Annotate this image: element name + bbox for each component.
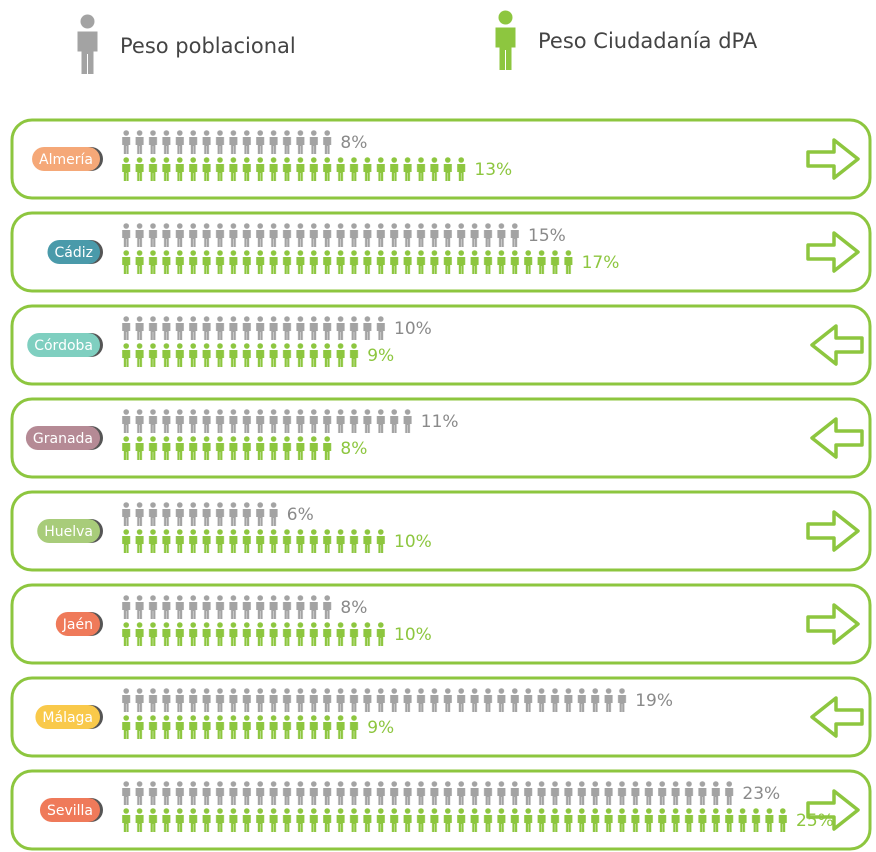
value-label: 9% xyxy=(367,718,394,738)
row-frame xyxy=(10,490,872,572)
value-label: 8% xyxy=(340,133,367,153)
category-pill: Almería xyxy=(32,147,103,171)
value-label: 13% xyxy=(474,160,512,180)
value-label: 8% xyxy=(340,598,367,618)
legend-icon xyxy=(495,10,516,70)
value-label: 19% xyxy=(635,691,673,711)
value-label: 15% xyxy=(528,226,566,246)
direction-arrow xyxy=(806,231,860,273)
category-pill: Granada xyxy=(25,426,103,450)
category-label: Málaga xyxy=(42,710,93,726)
value-label: 9% xyxy=(367,346,394,366)
category-label: Almería xyxy=(39,152,93,168)
category-pill: Córdoba xyxy=(27,333,103,357)
direction-arrow xyxy=(806,510,860,552)
row-frame xyxy=(10,769,872,851)
value-label: 8% xyxy=(340,439,367,459)
value-label: 11% xyxy=(421,412,459,432)
icon-bar xyxy=(120,408,415,434)
category-pill: Cádiz xyxy=(47,240,103,264)
value-label: 17% xyxy=(582,253,620,273)
category-label: Sevilla xyxy=(47,803,93,819)
direction-arrow xyxy=(810,696,864,738)
value-label: 25% xyxy=(796,811,834,831)
row-frame xyxy=(10,676,872,758)
icon-bar xyxy=(120,222,522,248)
row-frame xyxy=(10,211,872,293)
icon-bar xyxy=(120,621,388,647)
icon-bar xyxy=(120,780,737,806)
row-frame xyxy=(10,583,872,665)
category-label: Cádiz xyxy=(55,245,93,261)
category-label: Córdoba xyxy=(34,338,93,354)
icon-bar xyxy=(120,156,469,182)
icon-bar xyxy=(120,594,335,620)
row-frame xyxy=(10,118,872,200)
icon-bar xyxy=(120,501,281,527)
icon-bar xyxy=(120,315,388,341)
icon-bar xyxy=(120,129,335,155)
icon-bar xyxy=(120,435,335,461)
legend-label: Peso poblacional xyxy=(120,34,296,58)
legend-icon xyxy=(77,14,98,74)
direction-arrow xyxy=(806,603,860,645)
category-pill: Málaga xyxy=(35,705,103,729)
icon-bar xyxy=(120,714,362,740)
category-pill: Sevilla xyxy=(39,798,103,822)
value-label: 10% xyxy=(394,625,432,645)
legend-label: Peso Ciudadanía dPA xyxy=(538,29,758,53)
category-pill: Jaén xyxy=(55,612,103,636)
direction-arrow xyxy=(806,789,860,831)
row-frame xyxy=(10,304,872,386)
category-label: Granada xyxy=(33,431,93,447)
value-label: 6% xyxy=(287,505,314,525)
icon-bar xyxy=(120,249,576,275)
category-pill: Huelva xyxy=(37,519,103,543)
row-frame xyxy=(10,397,872,479)
category-label: Huelva xyxy=(44,524,93,540)
direction-arrow xyxy=(810,417,864,459)
category-label: Jaén xyxy=(62,617,93,633)
value-label: 23% xyxy=(742,784,780,804)
icon-bar xyxy=(120,528,388,554)
icon-bar xyxy=(120,342,362,368)
value-label: 10% xyxy=(394,532,432,552)
icon-bar xyxy=(120,687,630,713)
value-label: 10% xyxy=(394,319,432,339)
icon-bar xyxy=(120,807,790,833)
direction-arrow xyxy=(810,324,864,366)
direction-arrow xyxy=(806,138,860,180)
